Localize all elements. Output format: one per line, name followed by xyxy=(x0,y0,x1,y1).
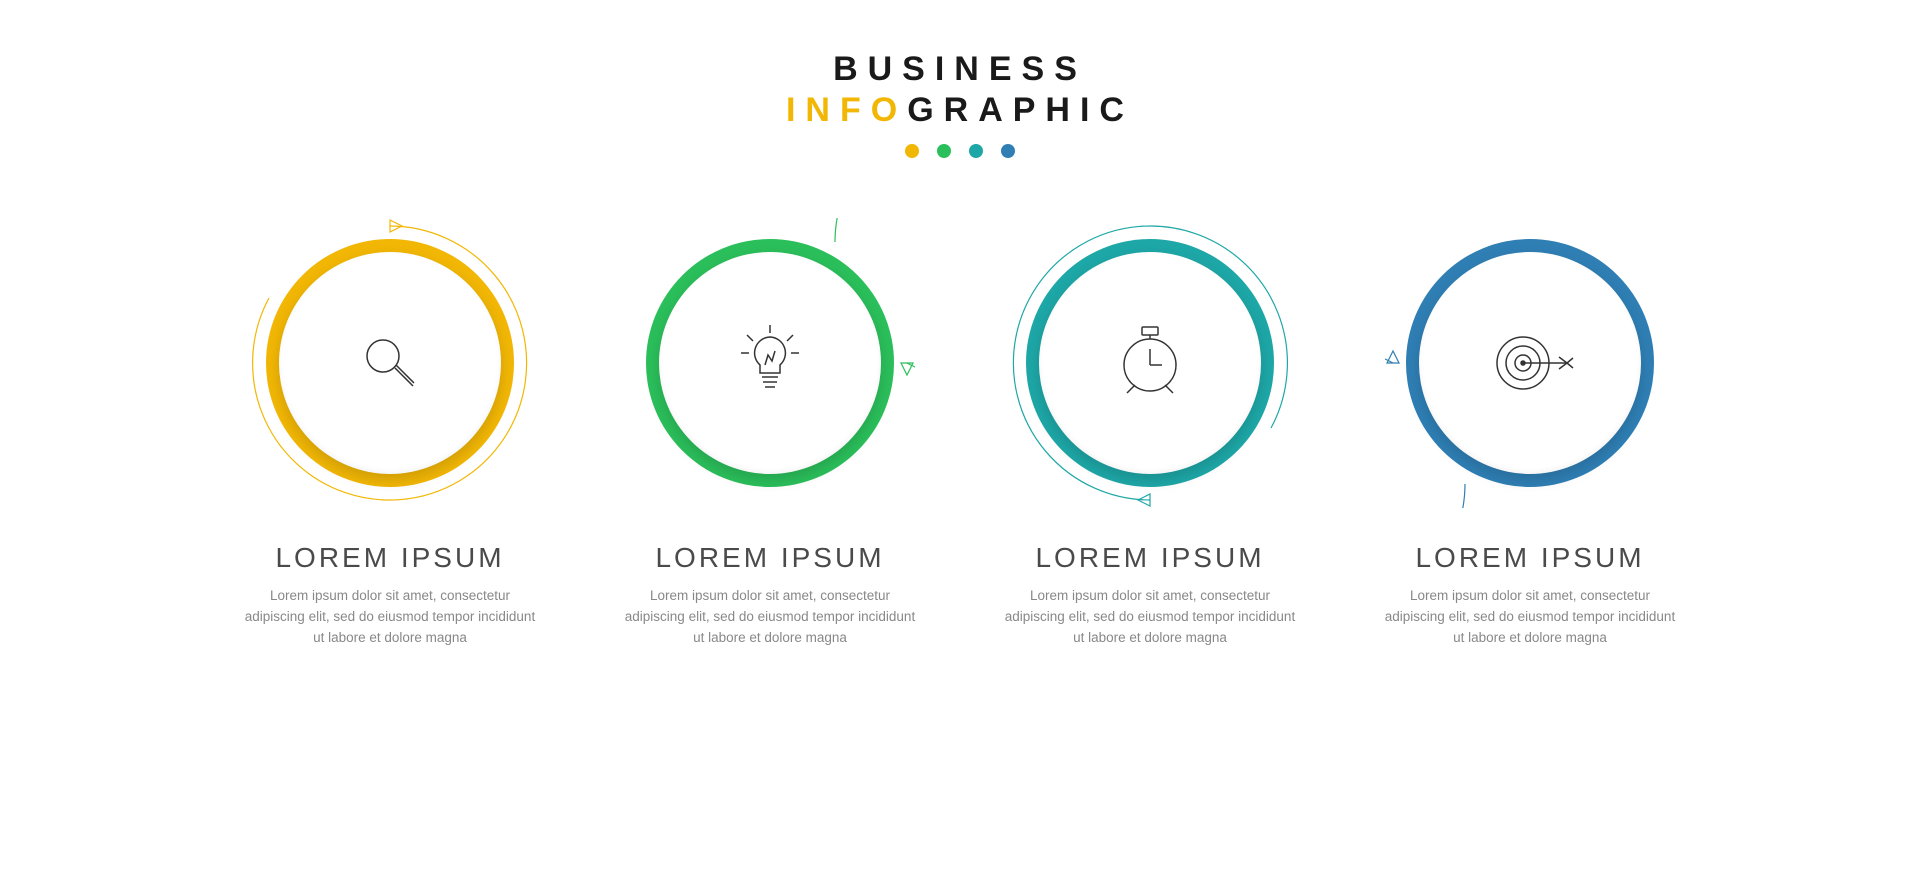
step-1-inner xyxy=(279,252,501,474)
step-3-title: LOREM IPSUM xyxy=(1035,542,1264,574)
header-dots xyxy=(786,144,1134,158)
step-1-title: LOREM IPSUM xyxy=(275,542,504,574)
step-3-body: Lorem ipsum dolor sit amet, consectetur … xyxy=(1000,586,1300,649)
step-1-circle xyxy=(245,218,535,508)
step-2-title: LOREM IPSUM xyxy=(655,542,884,574)
dot-4 xyxy=(1001,144,1015,158)
step-4-circle xyxy=(1385,218,1675,508)
dot-2 xyxy=(937,144,951,158)
step-3: LOREM IPSUM Lorem ipsum dolor sit amet, … xyxy=(985,218,1315,649)
lightbulb-icon xyxy=(735,323,805,403)
step-3-inner xyxy=(1039,252,1261,474)
header: BUSINESS INFOGRAPHIC xyxy=(786,50,1134,158)
dot-3 xyxy=(969,144,983,158)
title-line2: INFOGRAPHIC xyxy=(786,91,1134,130)
clock-icon xyxy=(1113,321,1187,405)
search-icon xyxy=(355,328,425,398)
step-3-ring xyxy=(1026,239,1274,487)
step-4: LOREM IPSUM Lorem ipsum dolor sit amet, … xyxy=(1365,218,1695,649)
title-accent: INFO xyxy=(786,91,907,129)
target-icon xyxy=(1485,328,1575,398)
title-rest: GRAPHIC xyxy=(907,91,1134,129)
step-1-ring xyxy=(266,239,514,487)
step-4-ring xyxy=(1406,239,1654,487)
step-2-circle xyxy=(625,218,915,508)
step-2-inner xyxy=(659,252,881,474)
dot-1 xyxy=(905,144,919,158)
step-4-title: LOREM IPSUM xyxy=(1415,542,1644,574)
step-4-inner xyxy=(1419,252,1641,474)
step-2: LOREM IPSUM Lorem ipsum dolor sit amet, … xyxy=(605,218,935,649)
step-4-body: Lorem ipsum dolor sit amet, consectetur … xyxy=(1380,586,1680,649)
title-line1: BUSINESS xyxy=(786,50,1134,89)
step-2-ring xyxy=(646,239,894,487)
step-1: LOREM IPSUM Lorem ipsum dolor sit amet, … xyxy=(225,218,555,649)
step-1-body: Lorem ipsum dolor sit amet, consectetur … xyxy=(240,586,540,649)
steps-row: LOREM IPSUM Lorem ipsum dolor sit amet, … xyxy=(0,218,1920,649)
step-3-circle xyxy=(1005,218,1295,508)
step-2-body: Lorem ipsum dolor sit amet, consectetur … xyxy=(620,586,920,649)
